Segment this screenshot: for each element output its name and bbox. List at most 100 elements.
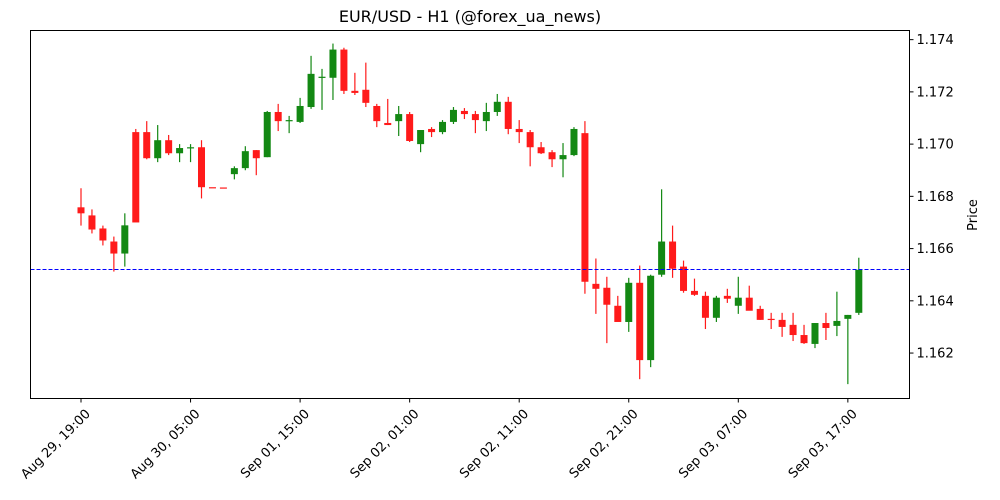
candle-body: [143, 132, 151, 159]
candle: [603, 276, 611, 344]
candle: [165, 134, 173, 156]
candle-body: [406, 114, 414, 141]
candle-body: [756, 308, 764, 320]
x-tick-label: Aug 30, 05:00: [128, 407, 204, 483]
candle-body: [198, 147, 206, 188]
candle-body: [165, 140, 173, 154]
candle: [559, 143, 567, 178]
candle-body: [110, 241, 118, 254]
x-axis: Aug 29, 19:00 Aug 30, 05:00 Sep 01, 15:00 S…: [18, 398, 861, 483]
candle-body: [318, 76, 326, 78]
candle-body: [690, 290, 698, 295]
candle-body: [647, 275, 655, 361]
plot-area-frame: [30, 30, 910, 399]
candle-body: [428, 128, 436, 133]
candle-body: [712, 297, 720, 318]
candle: [767, 312, 775, 330]
candle: [406, 111, 414, 143]
candle-body: [252, 150, 260, 159]
candle: [680, 260, 688, 293]
candle-body: [669, 241, 677, 269]
candle: [592, 258, 600, 314]
candle: [395, 105, 403, 137]
candle-body: [526, 132, 534, 148]
candle: [844, 314, 852, 385]
candle-body: [241, 151, 249, 169]
candle: [800, 324, 808, 344]
candle: [252, 150, 260, 176]
candle: [77, 188, 85, 226]
x-tick-label: Sep 02, 01:00: [348, 407, 423, 482]
candle-body: [208, 187, 216, 189]
candle: [449, 107, 457, 125]
candle-body: [811, 323, 819, 344]
candle: [658, 189, 666, 277]
candle: [329, 43, 337, 100]
candle-body: [351, 90, 359, 93]
candle-body: [132, 132, 140, 223]
candle-body: [734, 297, 742, 306]
candle: [230, 166, 238, 180]
candle: [526, 130, 534, 167]
candle-body: [822, 323, 830, 328]
candle-body: [581, 133, 589, 282]
candle-body: [77, 207, 85, 214]
candle: [318, 68, 326, 110]
candle-body: [471, 114, 479, 121]
candle: [208, 187, 216, 189]
candle-body: [603, 287, 611, 305]
candle: [296, 97, 304, 123]
candle: [548, 150, 556, 168]
candle-body: [230, 168, 238, 175]
candle: [614, 295, 622, 322]
candle-body: [373, 105, 381, 122]
candle-body: [658, 241, 666, 275]
candle: [99, 225, 107, 246]
candle-body: [625, 282, 633, 322]
candle-body: [285, 120, 293, 122]
candle-body: [296, 105, 304, 122]
candle-body: [767, 318, 775, 321]
candle-body: [504, 101, 512, 129]
candle: [263, 110, 271, 158]
candle: [428, 127, 436, 138]
candle-body: [362, 89, 370, 103]
candle: [274, 103, 282, 132]
candle: [176, 144, 184, 163]
candle-body: [701, 295, 709, 318]
candle: [384, 98, 392, 126]
candle: [712, 295, 720, 322]
candle-body: [745, 297, 753, 311]
candle: [351, 72, 359, 96]
candle: [110, 236, 118, 272]
y-tick-label: 1.172: [917, 85, 954, 100]
candle-body: [614, 305, 622, 322]
candles-layer: [77, 43, 863, 385]
candle-body: [384, 122, 392, 126]
candle-body: [636, 282, 644, 361]
candle: [745, 285, 753, 311]
x-tick-label: Sep 03, 17:00: [786, 407, 861, 482]
candle-body: [800, 335, 808, 344]
candle-body: [789, 324, 797, 336]
candle: [855, 257, 863, 315]
candle: [362, 62, 370, 108]
candle: [822, 312, 830, 340]
candle: [833, 291, 841, 337]
candle-body: [219, 187, 227, 189]
candle: [789, 312, 797, 342]
candle-body: [592, 283, 600, 289]
candle-body: [121, 225, 129, 254]
y-tick-label: 1.166: [917, 242, 954, 257]
y-tick-label: 1.174: [917, 33, 954, 48]
candle: [373, 103, 381, 128]
candle: [581, 121, 589, 294]
candle-body: [833, 320, 841, 326]
candle-body: [493, 101, 501, 112]
candle: [504, 96, 512, 135]
candle: [647, 274, 655, 368]
candle-body: [482, 111, 490, 122]
x-tick-label: Sep 02, 21:00: [567, 407, 642, 482]
candle: [537, 142, 545, 155]
